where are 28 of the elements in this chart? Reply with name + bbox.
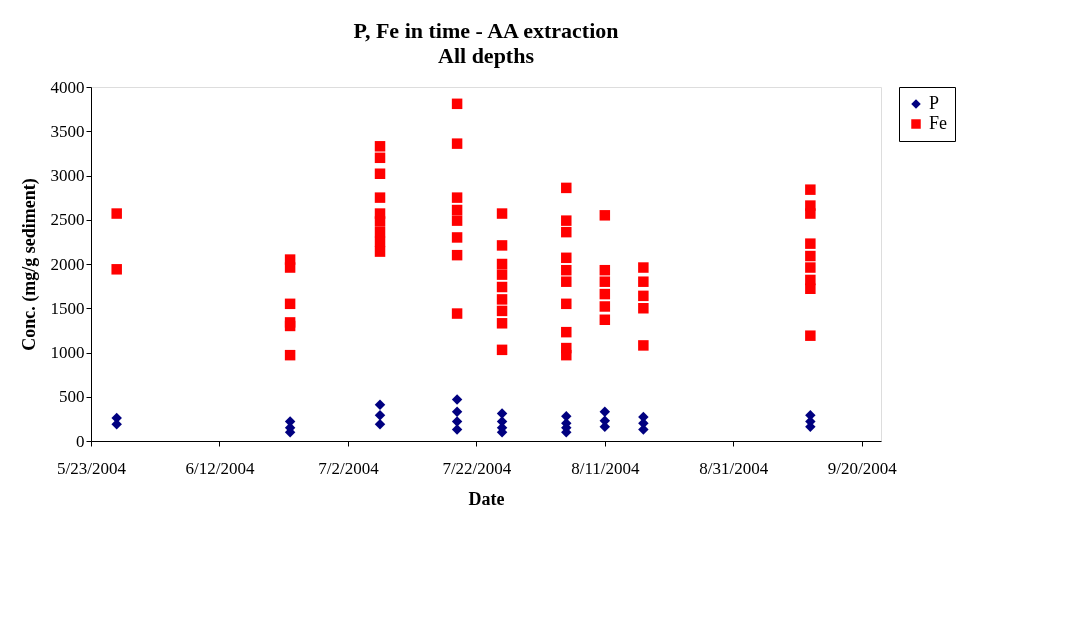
y-tick-label: 3500 bbox=[50, 121, 85, 141]
y-tick-label: 500 bbox=[59, 387, 85, 407]
point bbox=[451, 406, 463, 418]
y-tick-label: 2500 bbox=[50, 210, 85, 230]
point bbox=[451, 394, 463, 405]
x-tick-label: 6/12/2004 bbox=[185, 458, 255, 478]
y-tick-label: 1500 bbox=[50, 298, 85, 318]
chart-title: P, Fe in time - AA extraction bbox=[353, 18, 619, 43]
x-tick-label: 9/20/2004 bbox=[827, 458, 898, 478]
y-tick-label: 1000 bbox=[50, 343, 85, 362]
point bbox=[374, 418, 386, 430]
x-tick-label: 5/23/2004 bbox=[57, 458, 127, 478]
x-axis-title: Date bbox=[468, 488, 505, 509]
chart-subtitle: All depths bbox=[438, 43, 535, 68]
y-tick-label: 3000 bbox=[50, 166, 85, 185]
point bbox=[599, 406, 611, 418]
x-tick-label: 7/22/2004 bbox=[442, 458, 512, 478]
point bbox=[451, 424, 463, 435]
y-axis-title: Conc. (mg/g sediment) bbox=[18, 178, 40, 351]
point bbox=[374, 399, 386, 410]
legend-label: P bbox=[929, 93, 940, 113]
y-tick-label: 2000 bbox=[50, 254, 85, 274]
x-tick-label: 8/11/2004 bbox=[571, 458, 640, 478]
x-tick-label: 8/31/2004 bbox=[699, 458, 769, 478]
legend-label: Fe bbox=[929, 113, 948, 133]
y-tick-label: 4000 bbox=[50, 77, 85, 97]
y-tick-label: 0 bbox=[76, 431, 85, 451]
x-tick-label: 7/2/2004 bbox=[318, 458, 380, 478]
